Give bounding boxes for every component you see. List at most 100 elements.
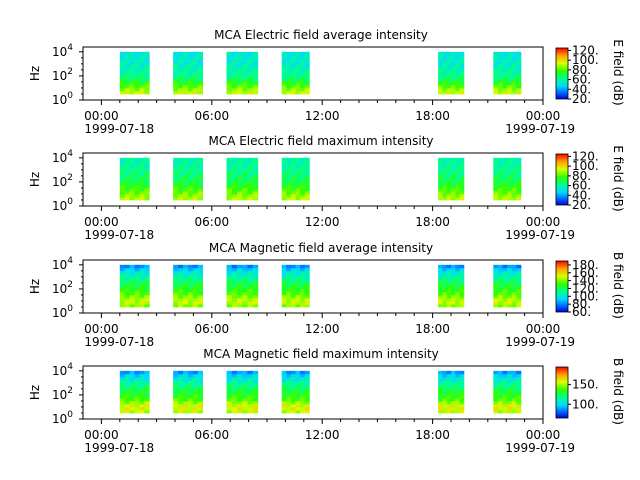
heatmap-cell — [139, 81, 145, 86]
heatmap-cell — [236, 273, 243, 278]
heatmap-cell — [286, 385, 292, 390]
heatmap-cell — [304, 406, 310, 411]
heatmap-cell — [252, 303, 259, 308]
heatmap-cell — [290, 300, 296, 305]
heatmap-cell — [493, 376, 499, 381]
heatmap-cell — [451, 406, 456, 411]
heatmap-cell — [511, 394, 517, 399]
heatmap-cell — [281, 267, 287, 272]
heatmap-cell — [438, 400, 443, 405]
heatmap-cell — [516, 279, 522, 284]
heatmap-cell — [446, 87, 452, 92]
heatmap-cell — [304, 172, 310, 177]
chart-title: MCA Electric field maximum intensity — [208, 134, 433, 148]
heatmap-cell — [226, 406, 233, 411]
heatmap-cell — [252, 394, 259, 399]
heatmap-cell — [231, 60, 238, 65]
heatmap-cell — [197, 379, 203, 384]
heatmap-cell — [247, 57, 253, 62]
heatmap-cell — [178, 294, 184, 299]
heatmap-cell — [197, 394, 203, 399]
heatmap-cell — [252, 181, 259, 186]
heatmap-cell — [182, 391, 189, 396]
heatmap-cell — [459, 54, 465, 59]
heatmap-cell — [511, 376, 517, 381]
heatmap-cell — [516, 294, 522, 299]
heatmap-cell — [442, 391, 448, 396]
heatmap-cell — [300, 394, 306, 399]
heatmap-cell — [290, 90, 296, 95]
heatmap-cell — [242, 373, 248, 378]
heatmap-cell — [459, 285, 465, 290]
heatmap-cell — [192, 300, 199, 305]
heatmap-cell — [286, 406, 292, 411]
heatmap-cell — [247, 175, 253, 180]
heatmap-cell — [290, 303, 296, 308]
heatmap-cell — [281, 175, 287, 180]
heatmap-cell — [252, 54, 259, 59]
heatmap-cell — [197, 403, 203, 408]
heatmap-cell — [442, 270, 448, 275]
heatmap-cell — [192, 166, 199, 171]
heatmap-cell — [502, 300, 508, 305]
heatmap-cell — [134, 397, 140, 402]
heatmap-cell — [119, 394, 126, 399]
heatmap-cell — [507, 78, 513, 83]
heatmap-cell — [134, 406, 140, 411]
heatmap-cell — [119, 382, 126, 387]
heatmap-cell — [304, 297, 310, 302]
heatmap-cell — [139, 196, 145, 201]
heatmap-cell — [290, 69, 296, 74]
heatmap-segment — [226, 51, 259, 95]
heatmap-cell — [124, 394, 131, 399]
colorbar-tick-label: 120. — [572, 149, 599, 163]
heatmap-cell — [507, 181, 513, 186]
heatmap-cell — [442, 163, 448, 168]
heatmap-cell — [134, 87, 140, 92]
heatmap-cell — [290, 172, 296, 177]
heatmap-cell — [507, 57, 513, 62]
heatmap-cell — [281, 181, 287, 186]
heatmap-cell — [252, 69, 259, 74]
heatmap-cell — [290, 282, 296, 287]
heatmap-cell — [187, 409, 194, 414]
heatmap-cell — [247, 276, 253, 281]
heatmap-cell — [502, 184, 508, 189]
heatmap-cell — [124, 382, 131, 387]
heatmap-cell — [134, 279, 140, 284]
heatmap-cell — [129, 379, 135, 384]
heatmap-cell — [129, 285, 135, 290]
heatmap-cell — [459, 175, 465, 180]
heatmap-cell — [231, 376, 238, 381]
heatmap-cell — [493, 163, 499, 168]
heatmap-cell — [197, 163, 203, 168]
heatmap-cell — [502, 57, 508, 62]
heatmap-cell — [446, 267, 452, 272]
heatmap-cell — [446, 400, 452, 405]
heatmap-cell — [134, 400, 140, 405]
heatmap-cell — [497, 184, 503, 189]
heatmap-cell — [242, 78, 248, 83]
heatmap-cell — [187, 190, 194, 195]
heatmap-cell — [300, 51, 306, 56]
heatmap-cell — [459, 84, 465, 89]
heatmap-cell — [236, 391, 243, 396]
heatmap-cell — [442, 297, 448, 302]
heatmap-cell — [497, 297, 503, 302]
heatmap-cell — [119, 72, 126, 77]
heatmap-cell — [300, 294, 306, 299]
heatmap-cell — [455, 288, 460, 293]
heatmap-cell — [451, 157, 456, 162]
heatmap-cell — [516, 66, 522, 71]
heatmap-cell — [290, 394, 296, 399]
heatmap-cell — [242, 388, 248, 393]
heatmap-cell — [493, 394, 499, 399]
heatmap-cell — [226, 370, 233, 375]
heatmap-cell — [242, 391, 248, 396]
heatmap-cell — [451, 409, 456, 414]
heatmap-cell — [300, 63, 306, 68]
heatmap-cell — [493, 282, 499, 287]
heatmap-cell — [119, 87, 126, 92]
heatmap-cell — [286, 288, 292, 293]
heatmap-cell — [242, 193, 248, 198]
